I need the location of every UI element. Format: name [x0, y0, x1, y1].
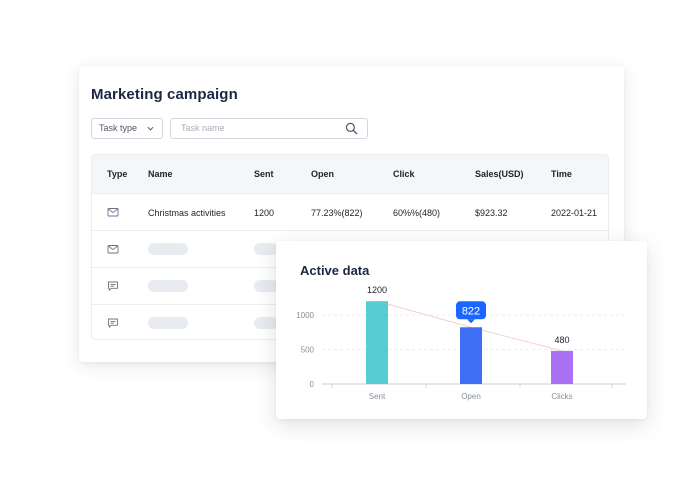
bar-clicks	[551, 350, 573, 384]
x-tick-label: Clicks	[551, 392, 572, 401]
message-icon	[108, 281, 118, 291]
trend-line	[376, 300, 563, 352]
mail-icon	[107, 208, 119, 217]
column-header-open[interactable]: Open	[311, 169, 335, 179]
row-time: 2022-01-21	[551, 208, 598, 218]
table-row[interactable]	[92, 230, 608, 267]
active-data-card: Active data 0 500 1000 1200 822 480 Sent Open Cl…	[276, 241, 647, 419]
skeleton-placeholder	[148, 317, 188, 329]
table-header: Type Name Sent Open Click Sales(USD) Tim…	[92, 155, 608, 193]
chart-title: Active data	[300, 263, 370, 278]
row-sales: $923.32	[475, 208, 508, 218]
task-name-placeholder: Task name	[181, 123, 225, 133]
value-label: 1200	[367, 285, 387, 295]
bar-sent	[366, 301, 388, 384]
skeleton-placeholder	[148, 280, 188, 292]
row-click: 60%%(480)	[393, 208, 441, 218]
bar-open	[460, 327, 482, 384]
value-tooltip-pointer	[467, 319, 475, 324]
y-tick-label: 1000	[296, 311, 314, 320]
task-name-input[interactable]: Task name	[170, 118, 368, 139]
y-tick-label: 0	[310, 380, 315, 389]
skeleton-placeholder	[254, 280, 278, 292]
task-type-select[interactable]: Task type	[91, 118, 163, 139]
table-row[interactable]: Christmas activities 1200 77.23%(822) 60…	[92, 193, 608, 230]
column-header-sales[interactable]: Sales(USD)	[475, 169, 524, 179]
column-header-time[interactable]: Time	[551, 169, 572, 179]
y-tick-label: 500	[301, 346, 315, 355]
skeleton-placeholder	[254, 317, 278, 329]
skeleton-placeholder	[254, 243, 278, 255]
column-header-name[interactable]: Name	[148, 169, 173, 179]
message-icon	[108, 318, 118, 328]
page-title: Marketing campaign	[91, 86, 238, 103]
value-tooltip	[456, 301, 486, 320]
row-name: Christmas activities	[148, 208, 226, 218]
value-label: 480	[554, 335, 569, 345]
row-open: 77.23%(822)	[311, 208, 363, 218]
task-type-label: Task type	[99, 123, 138, 133]
x-tick-label: Sent	[369, 392, 386, 401]
column-header-type[interactable]: Type	[107, 169, 128, 179]
column-header-sent[interactable]: Sent	[254, 169, 274, 179]
value-label: 822	[462, 305, 480, 317]
mail-icon	[107, 245, 119, 254]
search-icon[interactable]	[345, 122, 358, 135]
x-tick-label: Open	[461, 392, 481, 401]
skeleton-placeholder	[148, 243, 188, 255]
row-sent: 1200	[254, 208, 275, 218]
column-header-click[interactable]: Click	[393, 169, 415, 179]
chevron-down-icon	[147, 126, 154, 131]
active-data-chart: 0 500 1000 1200 822 480 Sent Open Clicks	[296, 285, 626, 401]
